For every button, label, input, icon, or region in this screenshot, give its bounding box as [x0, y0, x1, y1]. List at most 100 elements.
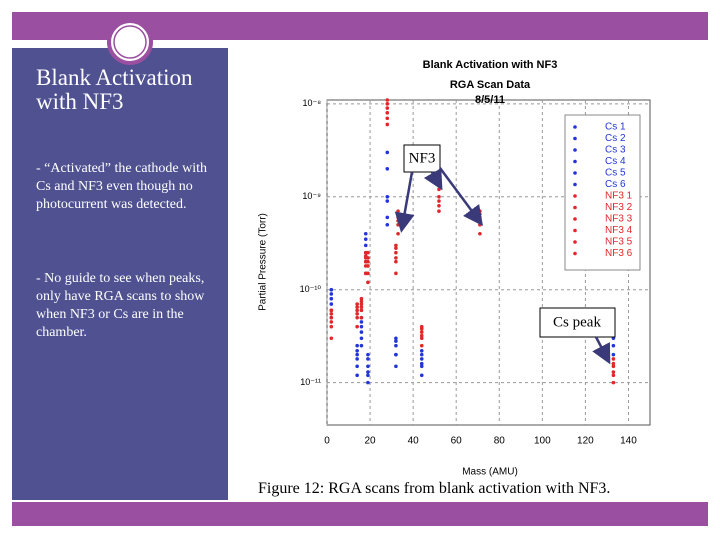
point: [611, 370, 616, 374]
point: [396, 231, 400, 236]
point: [385, 194, 390, 199]
point: [611, 380, 616, 385]
point: [419, 326, 424, 331]
point: [355, 357, 359, 361]
point: [359, 330, 364, 334]
legend-label: NF3 6: [605, 248, 633, 259]
point: [329, 315, 334, 320]
legend-label: NF3 2: [605, 202, 633, 213]
x-tick-label: 0: [324, 436, 330, 447]
point: [359, 296, 364, 301]
left-panel: Blank Activation with NF3 - “Activated” …: [12, 48, 228, 500]
annotation-box: [403, 144, 441, 173]
point: [419, 352, 424, 357]
y-tick-label: 10⁻¹⁰: [300, 284, 322, 294]
point: [385, 215, 390, 220]
point: [366, 280, 370, 285]
point: [396, 215, 400, 220]
point: [394, 250, 398, 255]
point: [394, 243, 398, 248]
legend-label: NF3 4: [605, 225, 633, 236]
point: [478, 212, 482, 216]
legend-marker: [573, 136, 577, 141]
point: [394, 339, 398, 343]
point: [329, 312, 334, 316]
x-tick-label: 100: [534, 436, 551, 447]
point: [394, 343, 398, 348]
point: [329, 324, 334, 329]
legend-label: NF3 1: [605, 191, 633, 202]
point: [366, 364, 370, 369]
point: [394, 364, 398, 369]
figure-caption: Figure 12: RGA scans from blank activati…: [258, 480, 611, 497]
point: [359, 302, 364, 306]
point: [419, 330, 424, 334]
point: [329, 336, 334, 341]
point: [366, 373, 370, 378]
point: [478, 231, 482, 236]
legend-marker: [573, 171, 577, 175]
legend-marker: [573, 125, 577, 129]
point: [355, 302, 359, 306]
y-tick-label: 10⁻¹¹: [300, 377, 321, 387]
legend-marker: [573, 205, 577, 210]
slide-title: Blank Activation with NF3: [36, 65, 193, 114]
y-tick-label: 10⁻⁸: [302, 98, 321, 108]
point: [329, 320, 334, 324]
point: [419, 361, 424, 366]
point: [611, 373, 616, 378]
point: [359, 315, 364, 320]
point: [611, 364, 616, 369]
point: [329, 296, 334, 301]
point: [359, 336, 364, 341]
annotation-box: [539, 307, 616, 338]
point: [359, 308, 364, 313]
annotation: Cs peak: [553, 314, 601, 330]
point: [363, 271, 368, 276]
point: [394, 246, 398, 250]
point: [419, 333, 424, 338]
chart-subtitle: RGA Scan Data: [450, 79, 531, 91]
point: [437, 209, 441, 213]
point: [437, 194, 441, 199]
point: [385, 106, 390, 110]
legend-label: Cs 2: [605, 133, 626, 144]
point: [419, 349, 424, 353]
chart-title: Blank Activation with NF3: [423, 59, 558, 71]
point: [355, 324, 359, 329]
point: [419, 373, 424, 378]
legend-marker: [573, 148, 577, 152]
point: [394, 336, 398, 341]
point: [366, 352, 370, 357]
point: [437, 203, 441, 208]
point: [394, 259, 398, 264]
ring-ornament: [113, 25, 147, 59]
point: [385, 98, 390, 102]
y-axis-label: Partial Pressure (Torr): [258, 213, 269, 311]
point: [366, 380, 370, 385]
point: [366, 256, 370, 260]
point: [385, 122, 390, 127]
point: [385, 116, 390, 121]
point: [419, 336, 424, 341]
point: [329, 292, 334, 296]
point: [355, 349, 359, 353]
point: [355, 373, 359, 378]
legend-label: Cs 3: [605, 145, 626, 156]
y-tick-label: 10⁻⁹: [302, 191, 321, 201]
legend-label: Cs 1: [605, 122, 626, 133]
point: [329, 287, 334, 292]
x-axis-label: Mass (AMU): [462, 467, 518, 478]
legend-marker: [573, 194, 577, 198]
point: [437, 187, 441, 192]
point: [359, 320, 364, 324]
point: [394, 271, 398, 276]
point: [355, 343, 359, 348]
point: [419, 364, 424, 369]
point: [478, 222, 482, 227]
point: [366, 370, 370, 374]
legend-marker: [573, 251, 577, 256]
point: [355, 315, 359, 320]
point: [359, 299, 364, 304]
